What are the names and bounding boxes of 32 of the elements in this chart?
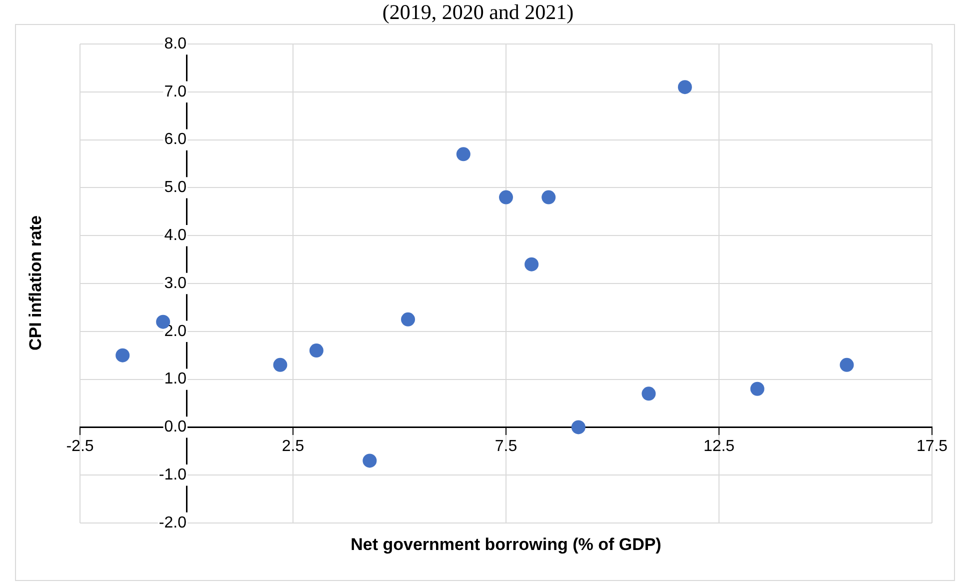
point: [571, 420, 586, 434]
point: [116, 348, 130, 362]
y-tick-label: 7.0: [164, 83, 187, 100]
x-tick-label: -2.5: [66, 438, 94, 456]
y-tick-label: 8.0: [164, 35, 187, 52]
point: [840, 358, 854, 372]
y-tick-label: 1.0: [164, 370, 187, 388]
x-axis-title: Net government borrowing (% of GDP): [350, 535, 662, 555]
point: [362, 454, 377, 468]
point: [401, 312, 416, 326]
point: [456, 147, 470, 162]
y-axis-title: CPI inflation rate: [26, 215, 46, 351]
point: [542, 190, 556, 204]
y-tick-label: 0.0: [164, 418, 187, 436]
chart-title: (2019, 2020 and 2021): [381, 0, 575, 25]
y-tick-label: 6.0: [164, 131, 187, 148]
x-tick-label: 7.5: [494, 438, 518, 456]
point: [642, 386, 656, 401]
x-tick-label: 2.5: [282, 438, 304, 456]
point: [750, 382, 764, 396]
point: [499, 190, 513, 204]
point: [309, 344, 324, 358]
y-tick-label: 5.0: [164, 179, 187, 196]
point: [524, 257, 539, 272]
x-tick-label: 12.5: [703, 438, 735, 456]
x-tick-label: 17.5: [916, 438, 948, 456]
y-tick-label: -2.0: [158, 514, 187, 532]
y-tick-label: 4.0: [164, 227, 187, 244]
y-tick-label: 3.0: [164, 274, 187, 292]
y-tick-label: -1.0: [158, 466, 187, 484]
point: [678, 80, 692, 94]
point: [273, 358, 288, 372]
